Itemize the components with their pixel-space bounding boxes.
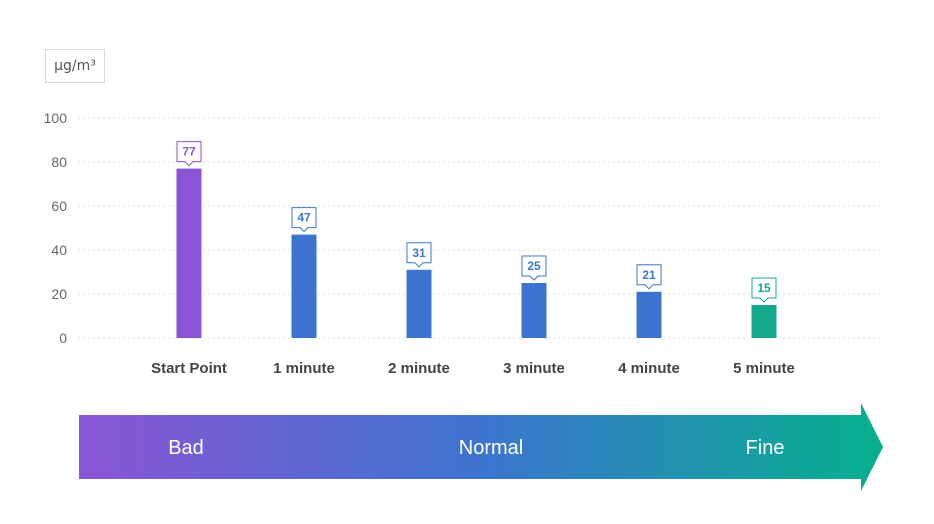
x-tick-label: 1 minute xyxy=(273,360,335,377)
bar xyxy=(751,305,777,338)
y-tick-label: 40 xyxy=(51,242,67,258)
bar xyxy=(636,291,662,338)
bar xyxy=(406,269,432,338)
value-callout xyxy=(291,207,317,233)
bar xyxy=(176,168,202,338)
unit-label: μg/m³ xyxy=(45,49,105,83)
x-axis-labels: Start Point 1 minute 2 minute 3 minute 4 min… xyxy=(151,360,795,377)
x-tick-label: 4 minute xyxy=(618,360,680,377)
data-label: 77 xyxy=(182,145,196,159)
bar xyxy=(521,283,547,338)
data-label: 15 xyxy=(757,281,771,295)
data-label: 31 xyxy=(412,246,426,260)
scale-arrow xyxy=(79,403,883,491)
y-tick-label: 0 xyxy=(59,330,67,346)
data-label: 25 xyxy=(527,259,541,273)
value-callout xyxy=(176,141,202,167)
x-tick-label: 3 minute xyxy=(503,360,565,377)
bars: 77 47 31 25 21 15 xyxy=(176,141,777,338)
y-tick-label: 100 xyxy=(44,110,68,126)
y-tick-label: 80 xyxy=(51,154,67,170)
data-label: 21 xyxy=(642,268,656,282)
x-tick-label: 5 minute xyxy=(733,360,795,377)
scale-label-normal: Normal xyxy=(459,437,523,459)
grid-lines xyxy=(78,117,884,339)
value-callout xyxy=(751,277,777,303)
quality-scale-band: Bad Normal Fine xyxy=(79,403,883,491)
data-label: 47 xyxy=(297,211,311,225)
value-callout xyxy=(636,264,662,290)
y-tick-label: 20 xyxy=(51,286,67,302)
value-callout xyxy=(406,242,432,268)
y-axis-ticks: 0 20 40 60 80 100 xyxy=(44,110,68,346)
x-tick-label: 2 minute xyxy=(388,360,450,377)
bar xyxy=(291,234,317,338)
y-tick-label: 60 xyxy=(51,198,67,214)
scale-label-fine: Fine xyxy=(746,437,785,459)
value-callout xyxy=(521,255,547,281)
x-tick-label: Start Point xyxy=(151,360,227,377)
scale-label-bad: Bad xyxy=(168,437,204,459)
